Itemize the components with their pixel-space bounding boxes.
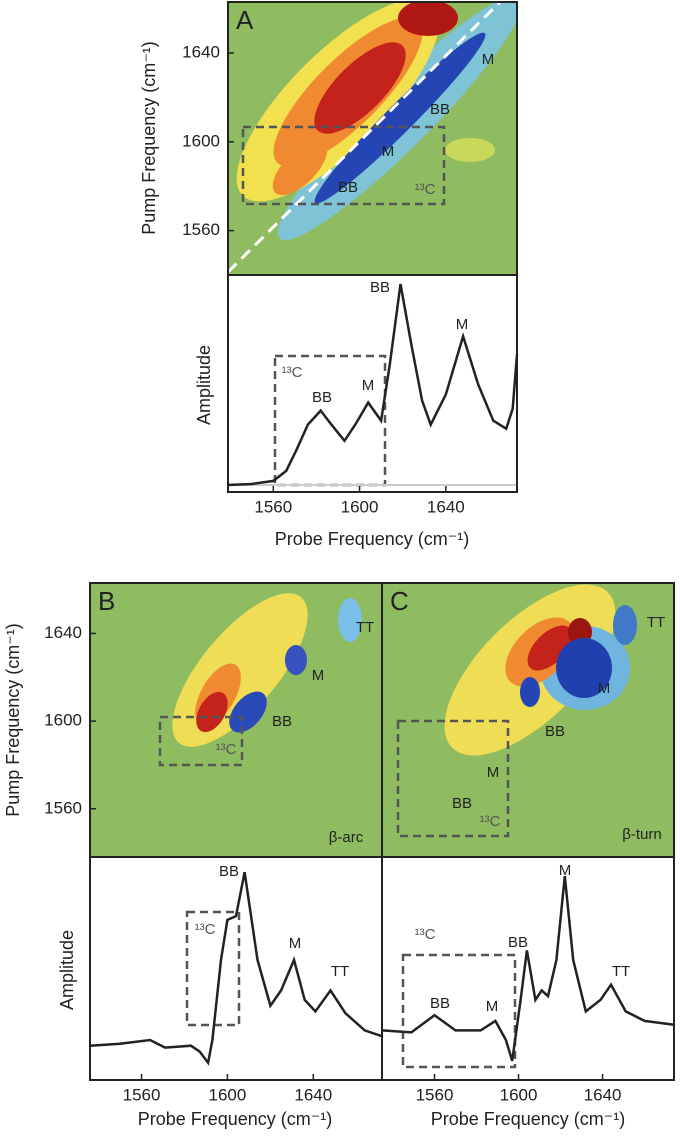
annotation: BB [430, 995, 450, 1012]
x-tick-label: 1640 [427, 497, 465, 516]
annotation: TT [647, 614, 665, 631]
x-tick-label: 1600 [500, 1085, 538, 1104]
spectrum-line [227, 283, 519, 487]
annotation: β-turn [622, 826, 661, 843]
annotation: ¹³C [415, 926, 436, 943]
x-tick-label: 1640 [584, 1085, 622, 1104]
y-axis-label: Amplitude [194, 345, 214, 425]
x-axis-label: Probe Frequency (cm⁻¹) [138, 1109, 333, 1129]
annotation: M [362, 377, 375, 394]
spectrum-line [89, 871, 383, 1066]
panel-label: A [236, 5, 254, 35]
annotation: BB [430, 101, 450, 118]
annotation: M [559, 862, 572, 879]
annotation: β-arc [329, 829, 364, 846]
y-tick-label: 1600 [182, 131, 220, 150]
x-axis-label: Probe Frequency (cm⁻¹) [431, 1109, 626, 1129]
annotation: TT [612, 963, 630, 980]
annotation: ¹³C [415, 181, 436, 198]
contour-map [228, 2, 517, 275]
annotation: M [487, 764, 500, 781]
highlight-box [241, 125, 446, 206]
annotation: M [598, 680, 611, 697]
y-tick-label: 1560 [44, 798, 82, 817]
contour-map [382, 583, 674, 857]
panel-label: C [390, 586, 409, 616]
annotation: BB [508, 934, 528, 951]
y-axis-label: Pump Frequency (cm⁻¹) [3, 623, 23, 817]
y-tick-label: 1640 [182, 43, 220, 62]
annotation: M [312, 667, 325, 684]
annotation: BB [312, 389, 332, 406]
annotation: TT [331, 963, 349, 980]
x-tick-label: 1560 [416, 1085, 454, 1104]
x-tick-label: 1560 [254, 497, 292, 516]
x-axis-label: Probe Frequency (cm⁻¹) [275, 529, 470, 549]
annotation: BB [219, 863, 239, 880]
y-tick-label: 1560 [182, 220, 220, 239]
highlight-box [185, 910, 241, 1027]
y-tick-label: 1600 [44, 711, 82, 730]
panel-label: B [98, 586, 115, 616]
highlight-box [396, 719, 510, 838]
y-tick-label: 1640 [44, 623, 82, 642]
annotation: M [456, 316, 469, 333]
annotation: M [482, 51, 495, 68]
x-tick-label: 1600 [341, 497, 379, 516]
x-tick-label: 1640 [294, 1085, 332, 1104]
x-tick-label: 1600 [208, 1085, 246, 1104]
annotation: BB [452, 795, 472, 812]
spectrum-line [381, 875, 675, 1062]
annotation: M [382, 143, 395, 160]
annotation: BB [272, 713, 292, 730]
x-tick-label: 1560 [123, 1085, 161, 1104]
annotation: M [289, 935, 302, 952]
annotation: BB [370, 279, 390, 296]
annotation: ¹³C [195, 921, 216, 938]
annotation: ¹³C [216, 741, 237, 758]
annotation: ¹³C [282, 364, 303, 381]
annotation: TT [356, 619, 374, 636]
plot-frame [381, 856, 675, 1081]
annotation: BB [545, 723, 565, 740]
highlight-box [401, 953, 517, 1069]
highlight-box [158, 715, 244, 767]
annotation: ¹³C [480, 813, 501, 830]
contour-map [90, 583, 382, 857]
annotation: BB [338, 179, 358, 196]
y-axis-label: Amplitude [57, 930, 77, 1010]
annotation: M [486, 998, 499, 1015]
y-axis-label: Pump Frequency (cm⁻¹) [139, 41, 159, 235]
plot-frame [227, 274, 518, 493]
